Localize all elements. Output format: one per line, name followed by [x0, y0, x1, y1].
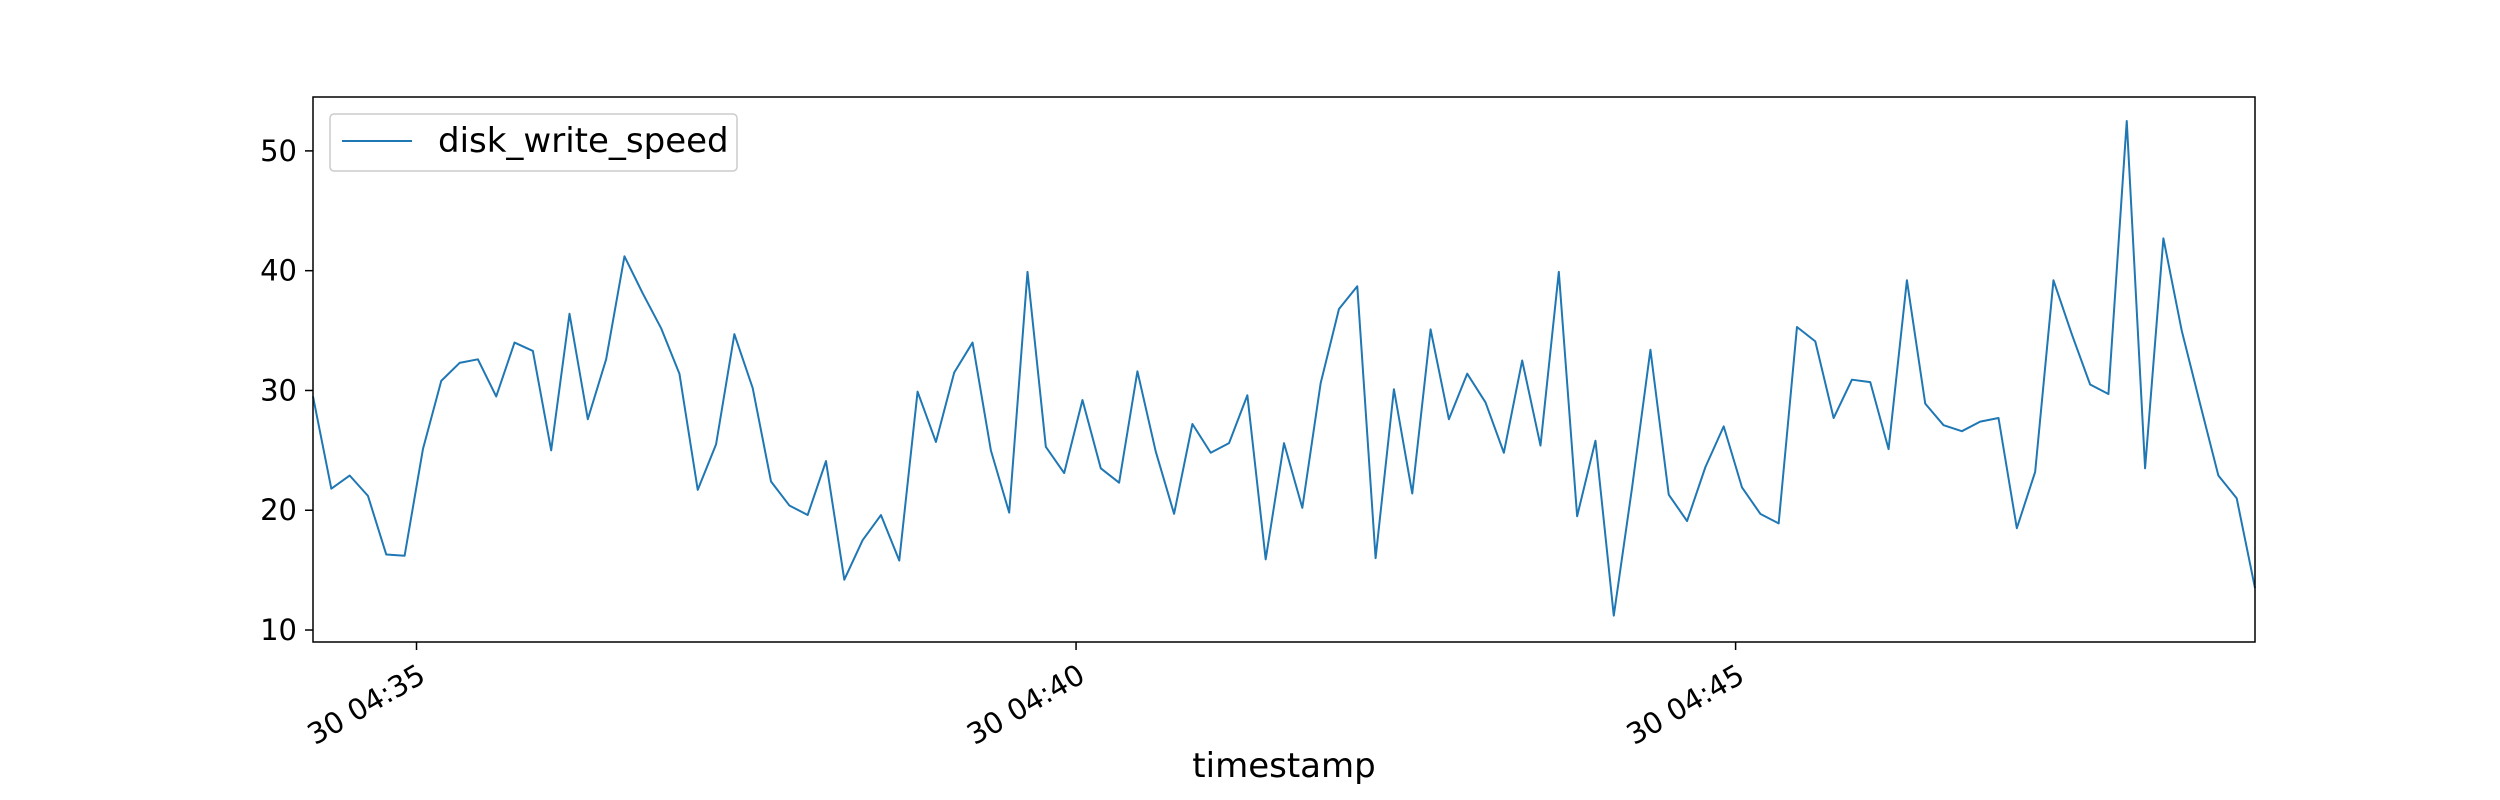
legend-box [329, 113, 738, 172]
y-tick-label: 50 [260, 134, 297, 168]
y-tick-label: 10 [260, 613, 297, 647]
y-tick-label: 40 [260, 254, 297, 288]
legend: disk_write_speed [329, 113, 738, 172]
plot-layer [312, 119, 2256, 617]
x-axis-title: timestamp [1192, 746, 1375, 786]
y-axis: 10 20 30 40 50 [260, 134, 313, 647]
series-line-disk-write-speed [312, 119, 2256, 617]
y-tick-label: 20 [260, 493, 297, 527]
y-tick-label: 30 [260, 373, 297, 407]
plot-frame [312, 96, 2256, 643]
legend-label: disk_write_speed [438, 121, 729, 161]
